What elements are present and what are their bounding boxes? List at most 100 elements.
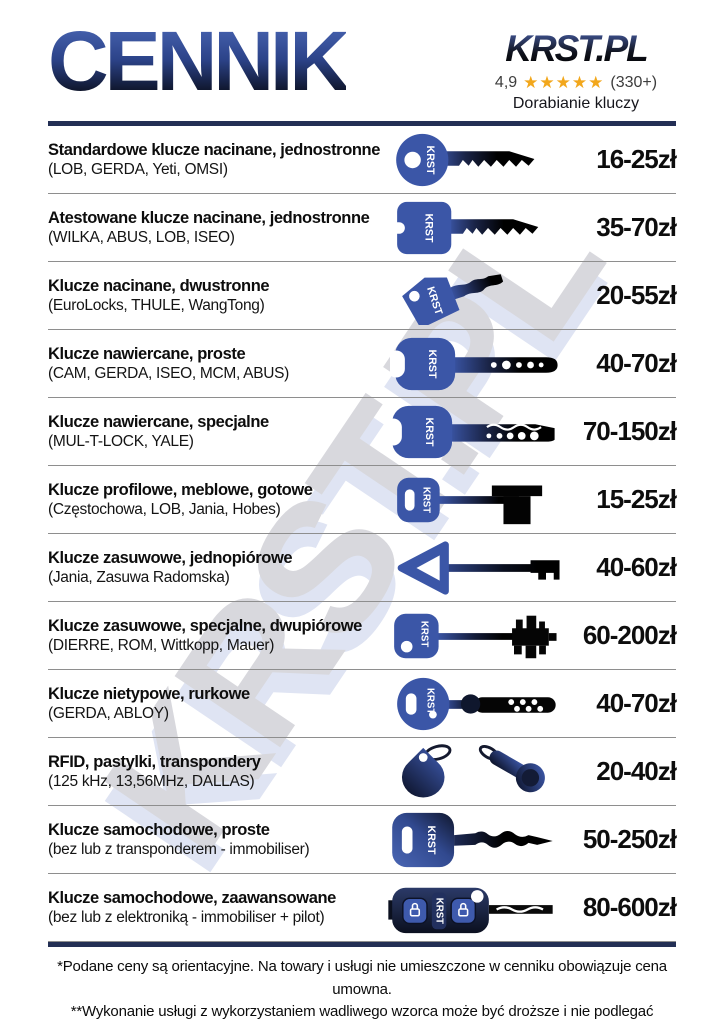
- round-head-cut-key-icon: KRST: [396, 133, 535, 186]
- row-title: Klucze nawiercane, specjalne: [48, 412, 269, 431]
- double-sided-key-icon: KRST: [402, 273, 504, 325]
- row-title: Klucze nacinane, dwustronne: [48, 276, 270, 295]
- key-brand-label: KRST: [426, 349, 438, 378]
- furniture-key-icon: KRST: [397, 477, 543, 524]
- row-subtitle: (bez lub z elektroniką - immobiliser + p…: [48, 909, 325, 927]
- page-title: CENNIK: [48, 14, 350, 108]
- brand-logo: KRST.PL: [505, 28, 649, 69]
- row-text: Klucze zasuwowe, specjalne, dwupiórowe (…: [48, 616, 387, 656]
- special-dimple-key-icon: KRST: [386, 405, 555, 458]
- row-text: Klucze nawiercane, proste (CAM, GERDA, I…: [48, 344, 390, 384]
- brand-tagline: Dorabianie kluczy: [512, 95, 640, 112]
- row-text: RFID, pastylki, transpondery (125 kHz, 1…: [48, 752, 390, 792]
- row-icon: KRST: [390, 199, 588, 257]
- key-brand-label: KRST: [424, 145, 436, 174]
- price: 50-250zł: [582, 824, 677, 854]
- row-title: Klucze samochodowe, proste: [48, 820, 270, 839]
- row-subtitle: (GERDA, ABLOY): [48, 705, 169, 723]
- price: 40-70zł: [596, 348, 677, 378]
- key-brand-label: KRST: [423, 417, 435, 446]
- tubular-key-icon: KRST: [397, 677, 556, 730]
- row-icon: [390, 743, 588, 801]
- key-brand-label: KRST: [424, 687, 435, 713]
- price: 70-150zł: [582, 416, 677, 446]
- table-row: Klucze nietypowe, rurkowe (GERDA, ABLOY)…: [48, 670, 677, 738]
- single-bit-skeleton-key-icon: [397, 540, 560, 595]
- row-title: Atestowane klucze nacinane, jednostronne: [48, 208, 370, 227]
- table-row: Klucze samochodowe, proste (bez lub z tr…: [48, 806, 677, 874]
- car-key-icon: KRST: [391, 812, 553, 867]
- row-title: Standardowe klucze nacinane, jednostronn…: [48, 140, 381, 159]
- key-brand-label: KRST: [425, 825, 437, 854]
- price: 80-600zł: [582, 892, 677, 922]
- table-row: RFID, pastylki, transpondery (125 kHz, 1…: [48, 738, 677, 806]
- table-row: Klucze zasuwowe, jednopiórowe (Jania, Za…: [48, 534, 677, 602]
- lock-button-icon: [409, 902, 469, 917]
- row-text: Standardowe klucze nacinane, jednostronn…: [48, 140, 390, 180]
- row-text: Klucze zasuwowe, jednopiórowe (Jania, Za…: [48, 548, 390, 588]
- row-subtitle: (MUL-T-LOCK, YALE): [48, 433, 194, 451]
- row-icon: KRST: [386, 403, 583, 461]
- key-brand-label: KRST: [422, 213, 434, 242]
- price: 35-70zł: [596, 212, 677, 242]
- row-title: Klucze profilowe, meblowe, gotowe: [48, 480, 313, 499]
- table-row: Standardowe klucze nacinane, jednostronn…: [48, 126, 677, 194]
- table-row: Klucze samochodowe, zaawansowane (bez lu…: [48, 874, 677, 942]
- brand-block: KRST.PL 4,9 ★★★★★ (330+) Dorabianie kluc…: [476, 20, 676, 113]
- row-title: Klucze nietypowe, rurkowe: [48, 684, 250, 703]
- table-row: Atestowane klucze nacinane, jednostronne…: [48, 194, 677, 262]
- row-icon: KRST: [390, 675, 588, 733]
- rating-row: 4,9 ★★★★★ (330+): [476, 73, 676, 93]
- row-title: Klucze nawiercane, proste: [48, 344, 246, 363]
- price: 20-40zł: [596, 756, 677, 786]
- row-text: Klucze nawiercane, specjalne (MUL-T-LOCK…: [48, 412, 387, 452]
- header: CENNIK KRST.PL 4,9 ★★★★★ (330+) Dorabian…: [48, 0, 676, 113]
- row-title: Klucze zasuwowe, specjalne, dwupiórowe: [48, 616, 362, 635]
- header-divider: [48, 121, 676, 126]
- rating-score: 4,9: [494, 74, 518, 91]
- row-text: Klucze nacinane, dwustronne (EuroLocks, …: [48, 276, 390, 316]
- row-subtitle: (Częstochowa, LOB, Jania, Hobes): [48, 501, 281, 519]
- price: 16-25zł: [596, 144, 677, 174]
- key-brand-label: KRST: [421, 486, 432, 512]
- row-text: Klucze samochodowe, zaawansowane (bez lu…: [48, 888, 387, 928]
- table-row: Klucze nawiercane, proste (CAM, GERDA, I…: [48, 330, 677, 398]
- rating-count: (330+): [610, 74, 658, 91]
- star-rating-icon: ★★★★★: [523, 73, 605, 92]
- footer-note-1: *Podane ceny są orientacyjne. Na towary …: [57, 958, 667, 998]
- row-subtitle: (EuroLocks, THULE, WangTong): [48, 297, 265, 315]
- row-icon: KRST: [390, 267, 588, 325]
- price: 40-70zł: [596, 688, 677, 718]
- footer-note-2: **Wykonanie usługi z wykorzystaniem wadl…: [70, 1003, 654, 1020]
- row-icon: KRST: [390, 335, 588, 393]
- footer-notes: *Podane ceny są orientacyjne. Na towary …: [48, 947, 676, 1024]
- price: 15-25zł: [596, 484, 677, 514]
- row-icon: KRST: [390, 131, 588, 189]
- row-title: Klucze samochodowe, zaawansowane: [48, 888, 336, 907]
- row-text: Atestowane klucze nacinane, jednostronne…: [48, 208, 390, 248]
- footer-divider: [48, 942, 676, 947]
- row-icon: KRST: [387, 879, 583, 937]
- row-subtitle: (CAM, GERDA, ISEO, MCM, ABUS): [48, 365, 290, 383]
- row-icon: [390, 539, 588, 597]
- row-title: Klucze zasuwowe, jednopiórowe: [48, 548, 293, 567]
- rfid-fobs-icon: [401, 743, 545, 797]
- table-row: Klucze profilowe, meblowe, gotowe (Częst…: [48, 466, 677, 534]
- key-brand-label: KRST: [418, 620, 429, 646]
- square-head-cut-key-icon: KRST: [390, 201, 539, 254]
- dimple-key-icon: KRST: [390, 337, 558, 390]
- row-text: Klucze profilowe, meblowe, gotowe (Częst…: [48, 480, 390, 520]
- row-title: RFID, pastylki, transpondery: [48, 752, 261, 771]
- car-remote-key-icon: KRST: [388, 887, 553, 933]
- double-bit-skeleton-key-icon: KRST: [393, 613, 557, 658]
- price: 60-200zł: [582, 620, 677, 650]
- price: 40-60zł: [596, 552, 677, 582]
- row-icon: KRST: [387, 607, 583, 665]
- row-icon: KRST: [387, 811, 583, 869]
- row-subtitle: (LOB, GERDA, Yeti, OMSI): [48, 161, 228, 179]
- table-row: Klucze nawiercane, specjalne (MUL-T-LOCK…: [48, 398, 677, 466]
- row-subtitle: (125 kHz, 13,56MHz, DALLAS): [48, 773, 255, 791]
- table-row: Klucze zasuwowe, specjalne, dwupiórowe (…: [48, 602, 677, 670]
